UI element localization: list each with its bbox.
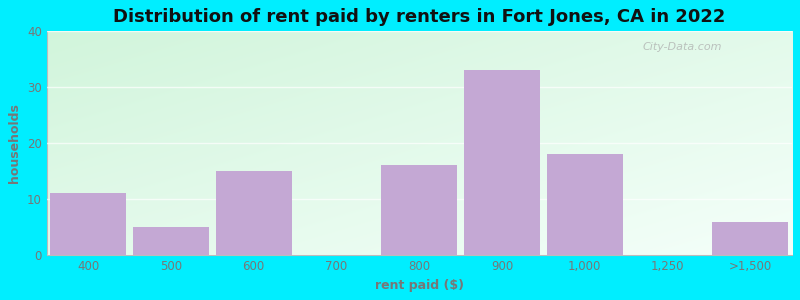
X-axis label: rent paid ($): rent paid ($) [374,279,464,292]
Bar [464,70,540,255]
Bar [381,165,458,255]
Bar [712,222,788,255]
Bar [546,154,622,255]
Bar [50,194,126,255]
Bar [133,227,209,255]
Y-axis label: households: households [8,103,22,183]
Text: City-Data.com: City-Data.com [642,42,722,52]
Title: Distribution of rent paid by renters in Fort Jones, CA in 2022: Distribution of rent paid by renters in … [113,8,726,26]
Bar [215,171,292,255]
